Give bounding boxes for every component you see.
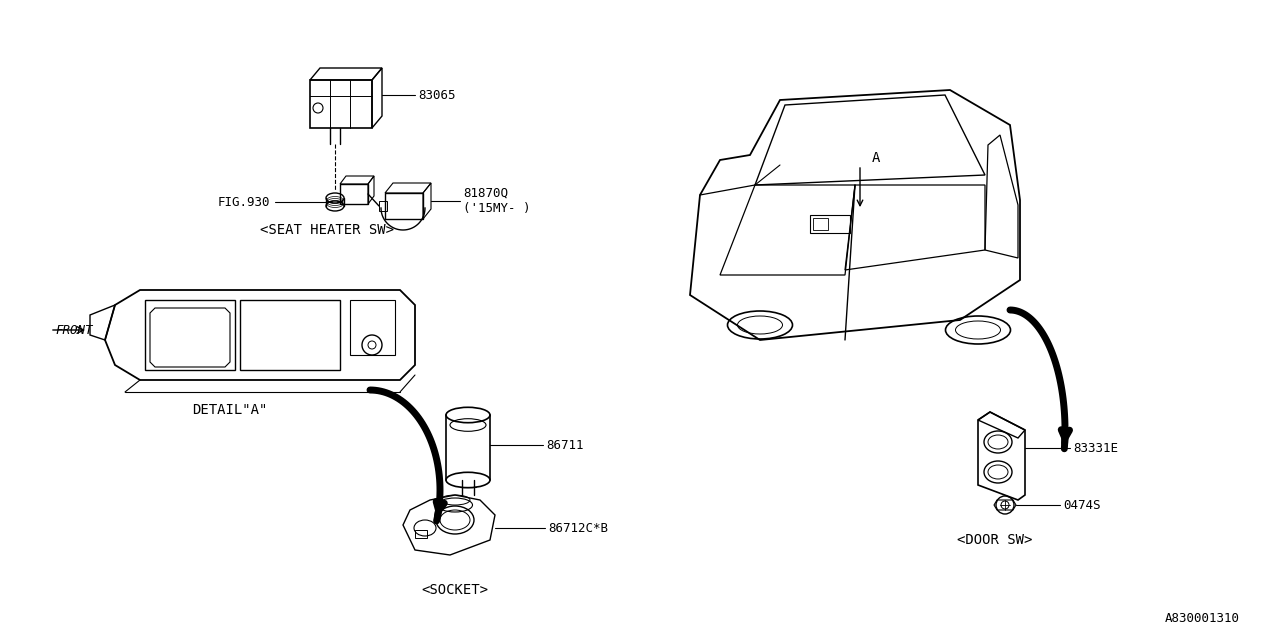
Text: FIG.930: FIG.930 [218, 195, 270, 209]
Text: <SOCKET>: <SOCKET> [421, 583, 489, 597]
Bar [310, 80, 372, 128]
Text: 86712C*B: 86712C*B [548, 522, 608, 534]
Text: A: A [872, 151, 881, 165]
Bar [145, 300, 236, 370]
Text: A830001310: A830001310 [1165, 612, 1240, 625]
Bar [349, 300, 396, 355]
Bar [810, 215, 850, 233]
Text: <DOOR SW>: <DOOR SW> [957, 533, 1033, 547]
Bar [385, 193, 422, 219]
Text: 83065: 83065 [419, 88, 456, 102]
Bar [241, 300, 340, 370]
Text: DETAIL"A": DETAIL"A" [192, 403, 268, 417]
Bar [340, 184, 369, 204]
Bar [813, 218, 828, 230]
Text: 83331E: 83331E [1073, 442, 1117, 454]
Text: <SEAT HEATER SW>: <SEAT HEATER SW> [260, 223, 394, 237]
Text: 0474S: 0474S [1062, 499, 1101, 511]
Text: FRONT: FRONT [55, 323, 92, 337]
Bar [379, 201, 387, 211]
Bar [415, 530, 428, 538]
Text: 86711: 86711 [547, 438, 584, 451]
Text: 81870Q
('15MY- ): 81870Q ('15MY- ) [463, 187, 530, 215]
